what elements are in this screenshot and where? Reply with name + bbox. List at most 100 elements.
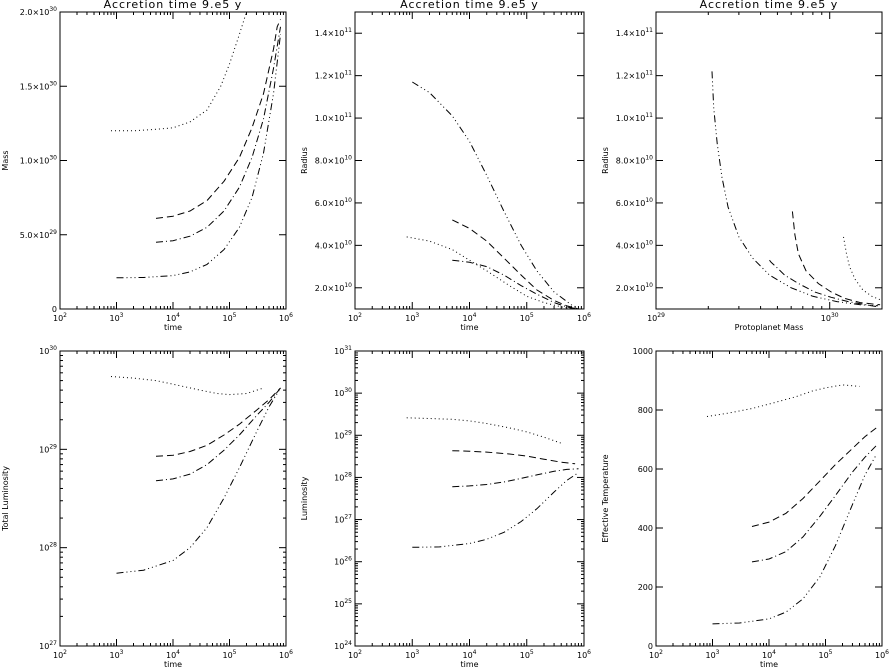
y-tick-label: 0 (648, 642, 653, 651)
x-tick-label: 103 (405, 312, 419, 323)
x-axis-label: time (760, 660, 778, 668)
y-tick-label: 0 (52, 305, 57, 314)
series-line-1 (406, 417, 562, 444)
series-line-2 (155, 19, 281, 219)
y-tick-label: 1029 (39, 443, 57, 454)
x-tick-label: 104 (166, 649, 180, 660)
series-line-2 (751, 427, 877, 527)
y-tick-label: 600 (638, 465, 653, 474)
x-tick-label: 104 (462, 312, 476, 323)
y-tick-label: 6.0×1010 (616, 197, 653, 208)
chart-panel-6: 102 103 104 105 106 0 200 400 600 800 1000 time Effe… (601, 347, 889, 668)
x-tick-label: 105 (222, 649, 236, 660)
x-tick-label: 105 (818, 649, 832, 660)
y-tick-label: 1027 (334, 514, 352, 525)
y-tick-label: 800 (638, 406, 653, 415)
series-line-2 (452, 450, 576, 465)
y-tick-label: 1000 (633, 347, 653, 356)
chart-panel-4: 102 103 104 105 106 1027 1028 1029 1030 time Total… (1, 345, 293, 668)
x-axis-label: time (460, 660, 478, 668)
y-axis-label: Mass (1, 150, 10, 170)
series-line-1 (843, 236, 882, 301)
y-axis-label: Total Luminosity (1, 466, 10, 532)
y-tick-label: 1026 (334, 556, 352, 567)
y-tick-label: 4.0×1010 (315, 239, 352, 250)
y-tick-label: 1.4×1011 (616, 27, 653, 38)
y-axis-label: Luminosity (300, 476, 309, 520)
y-tick-label: 1.2×1011 (616, 70, 653, 81)
x-tick-label: 102 (649, 649, 663, 660)
y-tick-label: 1025 (334, 598, 352, 609)
y-tick-label: 1.4×1011 (315, 27, 352, 38)
series-line-4 (412, 472, 579, 548)
y-tick-label: 400 (638, 524, 653, 533)
chart-panel-1: 102 103 104 105 106 0 5.0×1029 1.0×1030 1.5×1030… (1, 0, 293, 332)
x-tick-label: 102 (348, 649, 362, 660)
x-tick-label: 102 (53, 649, 67, 660)
x-axis-label: time (460, 323, 478, 332)
chart-title: Accretion time 9.e5 y (104, 0, 243, 11)
series-line-1 (706, 384, 860, 417)
x-tick-label: 102 (348, 312, 362, 323)
plot-frame (59, 11, 287, 310)
y-tick-label: 1028 (39, 542, 57, 553)
x-tick-label: 102 (53, 312, 67, 323)
chart-panel-5: 102 103 104 105 106 1024 1025 1026 1027 1028 1029 1… (300, 345, 591, 668)
series-line-4 (412, 81, 579, 309)
x-tick-label: 103 (405, 649, 419, 660)
x-tick-label: 105 (520, 649, 534, 660)
x-tick-label: 105 (222, 312, 236, 323)
y-tick-label: 1.0×1011 (616, 112, 653, 123)
chart-title: Accretion time 9.e5 y (400, 0, 539, 11)
x-tick-label: 106 (279, 649, 293, 660)
x-tick-label: 106 (577, 649, 591, 660)
series-line-2 (452, 219, 579, 309)
series-line-4 (711, 71, 879, 307)
x-tick-label: 106 (279, 312, 293, 323)
y-tick-label: 1030 (39, 345, 57, 356)
series-line-3 (155, 387, 281, 482)
y-tick-label: 1031 (334, 345, 352, 356)
series-line-4 (116, 387, 281, 574)
y-tick-label: 2.0×1030 (20, 6, 57, 17)
y-axis-label: Radius (601, 147, 610, 174)
series-line-3 (452, 468, 579, 488)
y-tick-label: 2.0×1010 (315, 282, 352, 293)
x-tick-label: 105 (520, 312, 534, 323)
series-line-2 (155, 387, 281, 457)
x-tick-label: 1030 (821, 312, 839, 323)
y-tick-label: 1.0×1011 (315, 112, 352, 123)
y-tick-label: 1024 (334, 640, 352, 651)
y-tick-label: 1027 (39, 640, 57, 651)
chart-panel-2: 102 103 104 105 106 2.0×1010 4.0×1010 6.0×1010 8… (300, 0, 591, 332)
y-tick-label: 1029 (334, 429, 352, 440)
x-tick-label: 104 (462, 649, 476, 660)
series-line-1 (111, 12, 247, 132)
x-axis-label: time (164, 660, 182, 668)
y-tick-label: 6.0×1010 (315, 197, 352, 208)
x-tick-label: 103 (109, 312, 123, 323)
y-tick-label: 8.0×1010 (616, 155, 653, 166)
x-tick-label: 104 (762, 649, 776, 660)
x-tick-label: 103 (109, 649, 123, 660)
y-tick-label: 1030 (334, 387, 352, 398)
x-tick-label: 106 (577, 312, 591, 323)
chart-title: Accretion time 9.e5 y (700, 0, 839, 11)
series-line-1 (110, 376, 264, 396)
y-tick-label: 200 (638, 583, 653, 592)
x-tick-label: 103 (705, 649, 719, 660)
y-tick-label: 1.5×1030 (20, 80, 57, 91)
plot-frame (354, 350, 585, 647)
series-line-3 (452, 259, 579, 309)
y-tick-label: 1.0×1030 (20, 155, 57, 166)
y-axis-label: Effective Temperature (601, 454, 610, 542)
y-tick-label: 2.0×1010 (616, 282, 653, 293)
y-axis-label: Radius (300, 147, 309, 174)
series-line-4 (712, 454, 877, 625)
y-tick-label: 4.0×1010 (616, 239, 653, 250)
series-line-2 (791, 211, 881, 306)
x-axis-label: time (164, 323, 182, 332)
plot-frame (655, 11, 883, 310)
series-line-3 (155, 26, 281, 243)
